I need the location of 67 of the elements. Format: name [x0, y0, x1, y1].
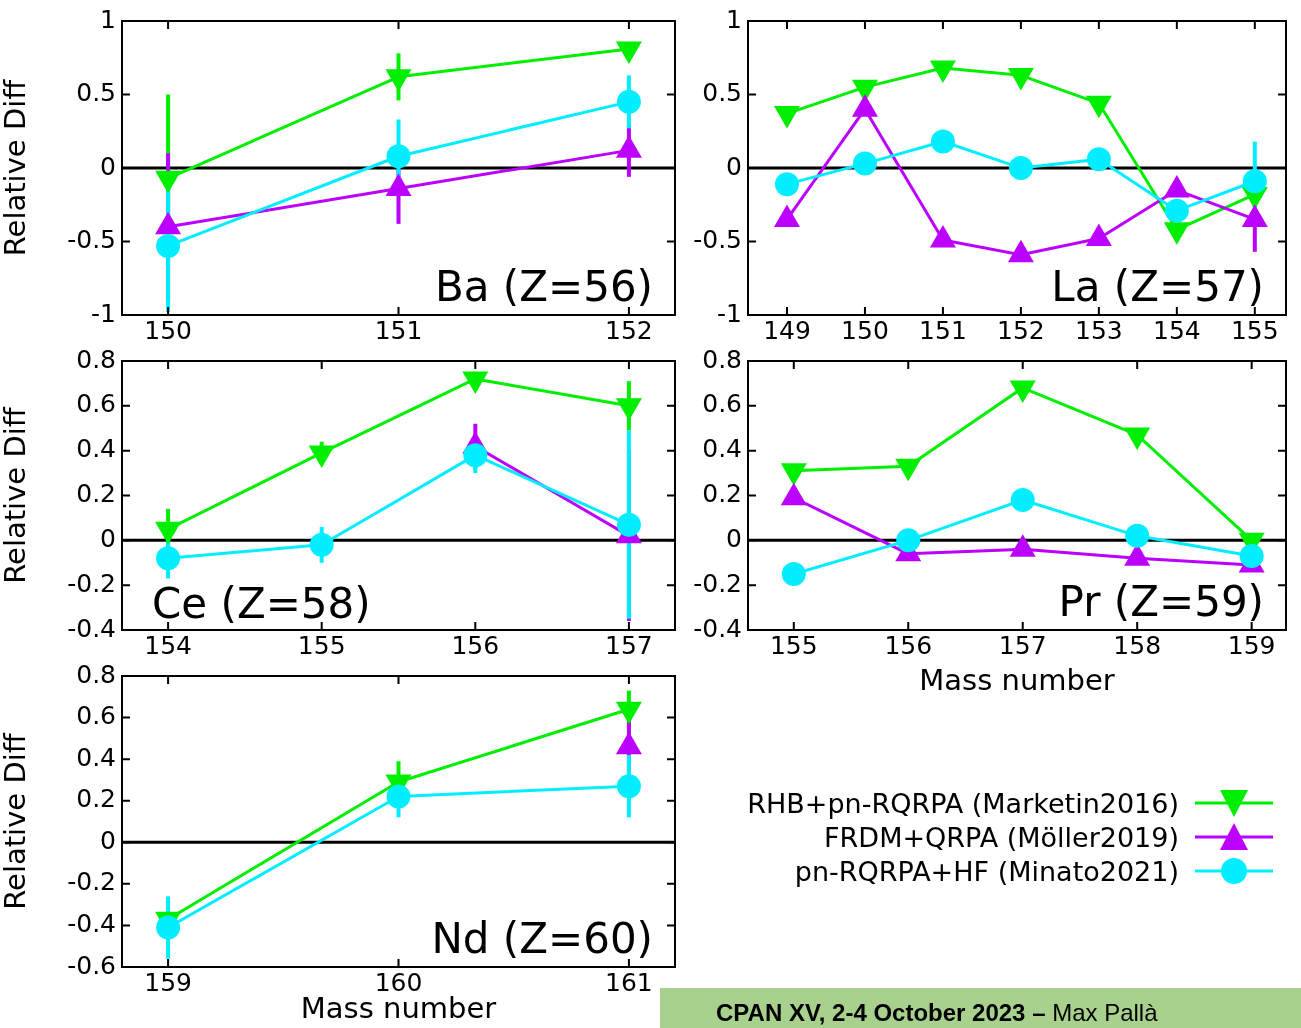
x-tick-label: 157 [605, 630, 653, 660]
y-tick-label: 0.2 [702, 479, 742, 508]
x-tick-label: 151 [919, 315, 967, 345]
y-tick-label: -0.2 [693, 568, 742, 598]
annotation: La (Z=57) [1051, 261, 1264, 311]
x-tick-label: 155 [769, 630, 818, 660]
y-axis-title: Relative Diff [0, 78, 32, 257]
annotation: Ce (Z=58) [152, 578, 371, 628]
y-tick-label: -1 [717, 298, 742, 328]
text: CPAN XV, 2-4 October 2023 – [716, 999, 1046, 1026]
y-tick-label: 0 [726, 151, 742, 181]
y-tick-label: 0.4 [76, 742, 116, 772]
y-tick-label: 0.6 [76, 389, 116, 419]
y-tick-label: -0.6 [67, 950, 116, 980]
y-tick-label: 1 [100, 4, 116, 34]
y-tick-label: -1 [91, 298, 116, 328]
y-tick-label: -0.4 [693, 613, 742, 643]
x-tick-label: 150 [144, 315, 192, 345]
x-tick-label: 149 [763, 315, 811, 345]
x-tick-label: 153 [1075, 315, 1123, 345]
y-tick-label: 0.5 [76, 78, 116, 107]
y-tick-label: 0.2 [76, 479, 116, 508]
y-tick-label: 0.8 [76, 344, 116, 374]
y-axis-title: Relative Diff [0, 406, 32, 584]
y-tick-label: 0.6 [76, 701, 116, 731]
x-tick-label: 156 [884, 630, 933, 660]
x-tick-label: 158 [1113, 630, 1162, 660]
x-tick-label: 154 [144, 630, 192, 660]
annotation: Pr (Z=59) [1058, 576, 1264, 626]
y-tick-label: 0.2 [76, 784, 116, 814]
legend-label: FRDM+QRPA (Möller2019) [824, 821, 1179, 853]
x-tick-label: 159 [144, 967, 192, 997]
x-tick-label: 155 [1230, 315, 1279, 345]
y-tick-label: -0.4 [67, 613, 116, 643]
x-tick-label: 156 [451, 630, 500, 660]
x-tick-label: 152 [605, 315, 653, 345]
y-tick-label: -0.2 [67, 867, 116, 897]
y-tick-label: 0.4 [702, 434, 742, 464]
x-tick-label: 150 [841, 315, 889, 345]
y-tick-label: 0.8 [702, 344, 742, 374]
y-tick-label: 0.5 [702, 78, 742, 107]
x-tick-label: 159 [1227, 630, 1276, 660]
y-tick-label: 0 [726, 523, 742, 553]
x-axis-title: Mass number [919, 663, 1115, 698]
y-tick-label: 0.6 [702, 389, 742, 419]
y-tick-label: 0 [100, 523, 116, 553]
x-tick-label: 155 [297, 630, 346, 660]
x-tick-label: 152 [997, 315, 1045, 345]
y-tick-label: -0.4 [67, 908, 116, 938]
annotation: Nd (Z=60) [431, 913, 653, 963]
x-tick-label: 157 [998, 630, 1047, 660]
y-axis-title: Relative Diff [0, 732, 32, 910]
y-tick-label: 0.4 [76, 434, 116, 464]
x-tick-label: 161 [605, 967, 653, 997]
y-tick-label: 0 [100, 825, 116, 855]
y-tick-label: 1 [726, 4, 742, 34]
y-tick-label: -0.5 [67, 225, 116, 254]
y-tick-label: -0.5 [693, 225, 742, 254]
text: Max Pallà [1051, 999, 1158, 1026]
x-tick-label: 154 [1152, 315, 1201, 345]
y-tick-label: 0 [100, 151, 116, 181]
y-tick-label: -0.2 [67, 568, 116, 598]
x-tick-label: 151 [374, 315, 423, 345]
y-tick-label: 0.8 [76, 659, 116, 689]
legend-label: RHB+pn-RQRPA (Marketin2016) [747, 787, 1179, 819]
legend-label: pn-RQRPA+HF (Minato2021) [794, 855, 1179, 887]
annotation: Ba (Z=56) [434, 261, 653, 311]
